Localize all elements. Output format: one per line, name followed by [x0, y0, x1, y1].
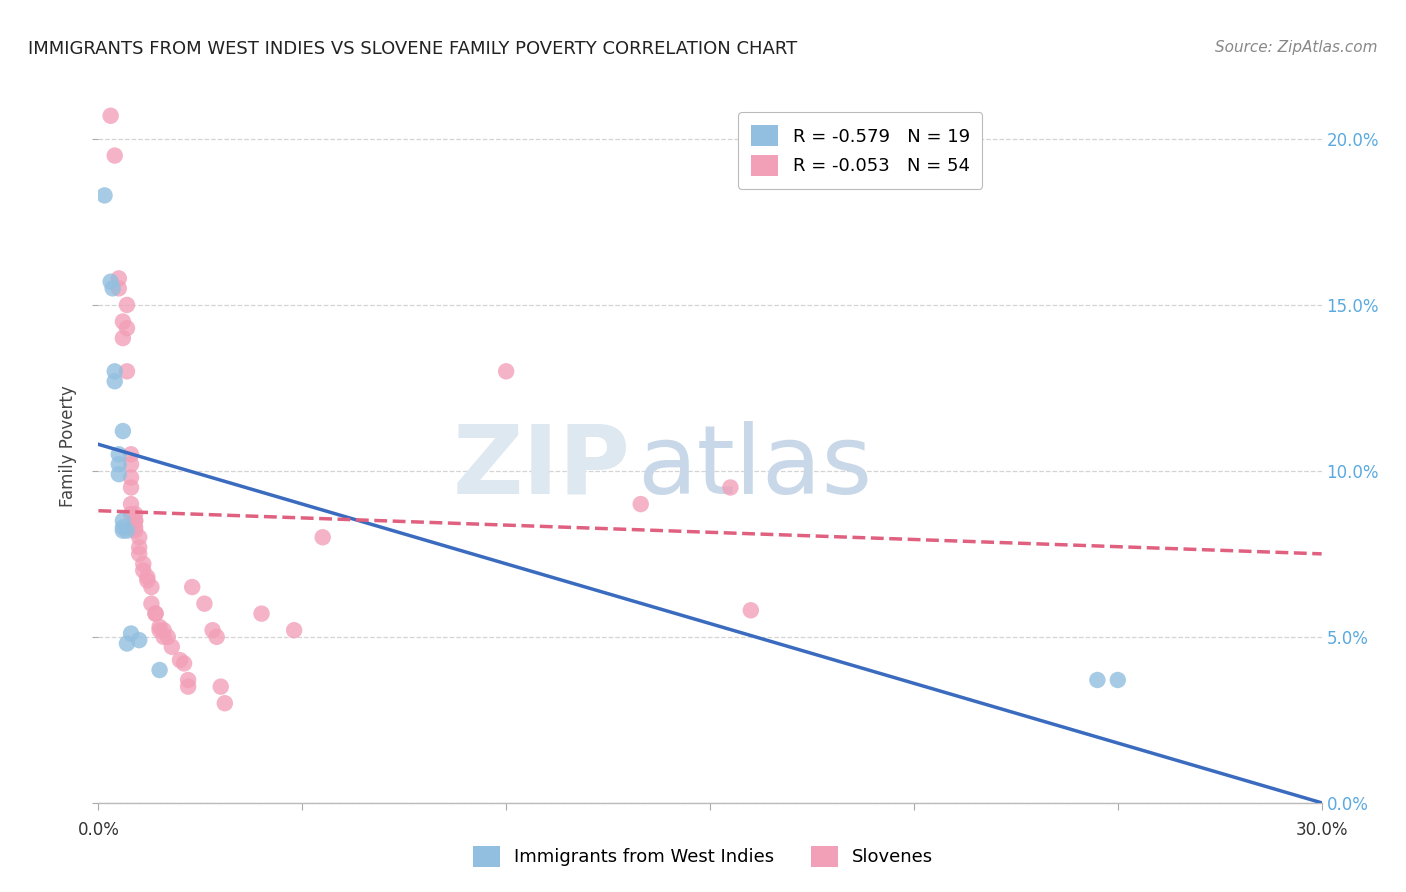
Point: [111, 520, 134, 534]
Point: [120, 447, 142, 461]
Point: [111, 314, 134, 328]
Point: [115, 636, 138, 650]
Point: [120, 470, 142, 484]
Text: IMMIGRANTS FROM WEST INDIES VS SLOVENE FAMILY POVERTY CORRELATION CHART: IMMIGRANTS FROM WEST INDIES VS SLOVENE F…: [28, 40, 797, 58]
Point: [124, 524, 146, 538]
Point: [201, 624, 224, 638]
Text: Source: ZipAtlas.com: Source: ZipAtlas.com: [1215, 40, 1378, 55]
Text: atlas: atlas: [637, 421, 872, 514]
Text: 0.0%: 0.0%: [77, 821, 120, 838]
Point: [141, 580, 163, 594]
Point: [1085, 673, 1108, 687]
Point: [149, 663, 172, 677]
Point: [120, 626, 142, 640]
Text: 30.0%: 30.0%: [1295, 821, 1348, 838]
Point: [104, 374, 127, 388]
Point: [115, 298, 138, 312]
Point: [152, 624, 174, 638]
Point: [100, 275, 122, 289]
Point: [1107, 673, 1129, 687]
Point: [181, 580, 204, 594]
Point: [111, 524, 134, 538]
Point: [169, 653, 191, 667]
Point: [136, 574, 159, 588]
Y-axis label: Family Poverty: Family Poverty: [59, 385, 77, 507]
Point: [132, 564, 155, 578]
Point: [250, 607, 273, 621]
Point: [630, 497, 652, 511]
Point: [124, 514, 146, 528]
Point: [720, 481, 742, 495]
Point: [145, 607, 167, 621]
Point: [108, 467, 131, 482]
Point: [128, 540, 150, 554]
Point: [145, 607, 167, 621]
Point: [111, 424, 134, 438]
Point: [108, 457, 131, 471]
Point: [124, 507, 146, 521]
Point: [132, 557, 155, 571]
Point: [312, 530, 335, 544]
Point: [128, 530, 150, 544]
Point: [283, 624, 305, 638]
Point: [100, 109, 122, 123]
Point: [173, 657, 195, 671]
Point: [115, 524, 138, 538]
Point: [160, 640, 183, 654]
Point: [156, 630, 179, 644]
Legend: R = -0.579   N = 19, R = -0.053   N = 54: R = -0.579 N = 19, R = -0.053 N = 54: [738, 112, 983, 188]
Point: [141, 597, 163, 611]
Point: [104, 364, 127, 378]
Point: [128, 547, 150, 561]
Point: [120, 507, 142, 521]
Point: [152, 630, 174, 644]
Point: [177, 680, 200, 694]
Point: [93, 188, 115, 202]
Point: [209, 680, 232, 694]
Point: [149, 624, 172, 638]
Point: [101, 281, 124, 295]
Point: [128, 633, 150, 648]
Point: [495, 364, 517, 378]
Point: [115, 321, 138, 335]
Point: [193, 597, 215, 611]
Point: [111, 514, 134, 528]
Point: [120, 481, 142, 495]
Point: [104, 148, 127, 162]
Point: [205, 630, 228, 644]
Point: [120, 497, 142, 511]
Point: [108, 447, 131, 461]
Point: [740, 603, 762, 617]
Point: [177, 673, 200, 687]
Point: [149, 620, 172, 634]
Point: [124, 520, 146, 534]
Point: [115, 364, 138, 378]
Point: [214, 696, 236, 710]
Legend: Immigrants from West Indies, Slovenes: Immigrants from West Indies, Slovenes: [465, 838, 941, 874]
Text: ZIP: ZIP: [453, 421, 630, 514]
Point: [108, 281, 131, 295]
Point: [120, 457, 142, 471]
Point: [108, 271, 131, 285]
Point: [124, 514, 146, 528]
Point: [111, 331, 134, 345]
Point: [136, 570, 159, 584]
